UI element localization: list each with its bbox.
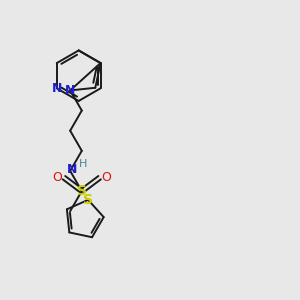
Text: S: S [77, 184, 87, 198]
Text: S: S [83, 193, 93, 207]
Text: N: N [68, 163, 78, 176]
Text: O: O [101, 171, 111, 184]
Text: H: H [79, 159, 87, 170]
Text: N: N [65, 84, 75, 97]
Text: O: O [52, 171, 62, 184]
Text: N: N [52, 82, 62, 95]
